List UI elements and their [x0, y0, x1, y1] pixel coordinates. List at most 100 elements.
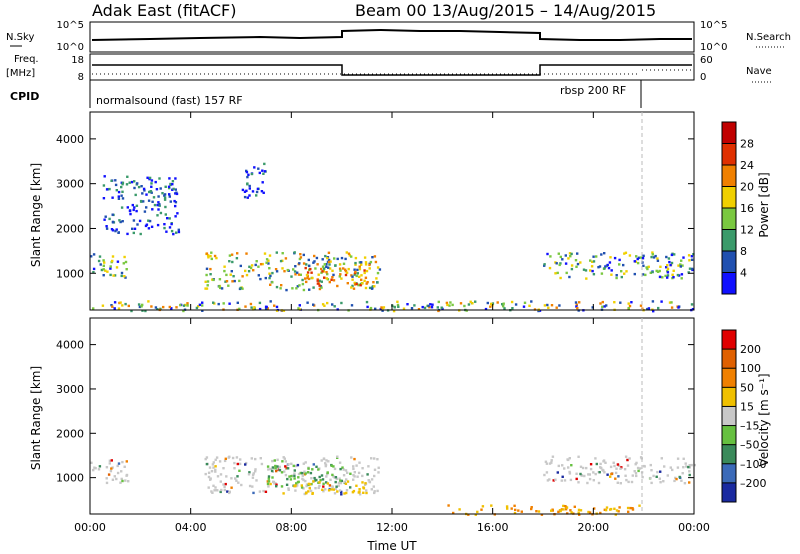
scatter-cell — [300, 486, 304, 489]
scatter-cell — [150, 225, 154, 228]
scatter-cell — [558, 263, 561, 267]
scatter-cell — [693, 463, 696, 467]
scatter-cell — [266, 465, 270, 468]
velocity-colorbar: –200 –100 –50 –15 15 50 100 200 — [721, 329, 767, 503]
scatter-cell — [568, 457, 571, 460]
scatter-cell — [369, 306, 373, 310]
scatter-cell — [352, 474, 355, 477]
scatter-cell — [174, 215, 177, 218]
colorbar-tick-label: –200 — [740, 477, 767, 490]
scatter-cell — [117, 462, 121, 465]
scatter-cell — [678, 475, 681, 479]
scatter-cell — [555, 306, 558, 309]
scatter-cell — [363, 271, 366, 275]
scatter-cell — [392, 309, 396, 313]
scatter-cell — [318, 475, 321, 479]
scatter-cell — [293, 472, 296, 475]
scatter-cell — [250, 457, 253, 460]
scatter-cell — [677, 264, 680, 267]
scatter-cell — [114, 179, 117, 182]
scatter-cell — [652, 256, 656, 259]
scatter-cell — [92, 267, 96, 271]
scatter-cell — [170, 307, 173, 310]
scatter-cell — [345, 478, 348, 481]
scatter-cell — [593, 507, 596, 510]
scatter-cell — [578, 513, 581, 516]
scatter-cell — [285, 483, 289, 486]
scatter-cell — [332, 465, 335, 468]
scatter-cell — [131, 203, 134, 207]
power-panel: 1000 2000 3000 4000 Slant Range [km] — [29, 111, 695, 313]
scatter-cell — [459, 302, 463, 305]
scatter-cell — [349, 486, 352, 489]
scatter-cell — [364, 482, 367, 485]
scatter-cell — [321, 488, 324, 491]
scatter-cell — [218, 285, 221, 288]
scatter-cell — [137, 303, 141, 306]
colorbar-tick-label: 12 — [740, 224, 754, 237]
scatter-cell — [585, 277, 588, 280]
scatter-cell — [267, 262, 270, 265]
scatter-cell — [562, 504, 565, 508]
scatter-cell — [363, 269, 366, 272]
scatter-cell — [613, 256, 617, 260]
scatter-cell — [320, 474, 324, 477]
scatter-cell — [628, 457, 631, 460]
scatter-cell — [321, 265, 325, 268]
scatter-cell — [233, 461, 236, 465]
scatter-cell — [275, 485, 278, 488]
scatter-cell — [577, 481, 580, 484]
scatter-cell — [616, 481, 619, 484]
scatter-cell — [267, 485, 270, 488]
scatter-cell — [119, 301, 122, 304]
scatter-cell — [120, 470, 123, 473]
scatter-cell — [628, 254, 632, 257]
scatter-cell — [305, 483, 309, 486]
scatter-cell — [575, 265, 578, 268]
scatter-cell — [207, 475, 211, 479]
scatter-cell — [589, 259, 592, 262]
scatter-cell — [211, 491, 214, 494]
scatter-cell — [393, 306, 396, 309]
scatter-cell — [677, 306, 680, 309]
scatter-cell — [641, 257, 645, 260]
scatter-cell — [197, 305, 200, 308]
scatter-cell — [647, 265, 650, 268]
scatter-cell — [251, 308, 255, 311]
scatter-cell — [301, 471, 304, 475]
scatter-cell — [110, 304, 113, 307]
scatter-cell — [577, 508, 581, 512]
scatter-cell — [328, 484, 332, 487]
scatter-cell — [575, 303, 578, 306]
scatter-cell — [248, 265, 251, 268]
scatter-cell — [238, 307, 241, 311]
scatter-cell — [348, 254, 351, 257]
scatter-cell — [374, 260, 378, 264]
scatter-cell — [690, 255, 694, 258]
scatter-cell — [142, 187, 146, 191]
scatter-cell — [570, 464, 573, 467]
scatter-cell — [227, 456, 230, 459]
scatter-cell — [161, 192, 164, 195]
scatter-cell — [307, 482, 311, 486]
scatter-cell — [118, 301, 121, 305]
scatter-cell — [168, 217, 171, 220]
scatter-cell — [602, 469, 605, 472]
scatter-cell — [537, 309, 540, 313]
scatter-cell — [289, 478, 293, 481]
scatter-cell — [547, 306, 550, 309]
scatter-cell — [603, 305, 606, 308]
scatter-cell — [302, 462, 305, 465]
scatter-cell — [301, 282, 305, 286]
scatter-cell — [594, 472, 597, 476]
scatter-cell — [615, 467, 618, 470]
scatter-cell — [274, 464, 277, 468]
colorbar-tick-label: 50 — [740, 381, 754, 394]
scatter-cell — [127, 304, 130, 308]
scatter-cell — [104, 215, 107, 218]
scatter-cell — [635, 255, 638, 258]
scatter-cell — [94, 467, 97, 470]
scatter-cell — [550, 461, 553, 464]
scatter-cell — [317, 486, 320, 490]
scatter-cell — [223, 488, 226, 492]
